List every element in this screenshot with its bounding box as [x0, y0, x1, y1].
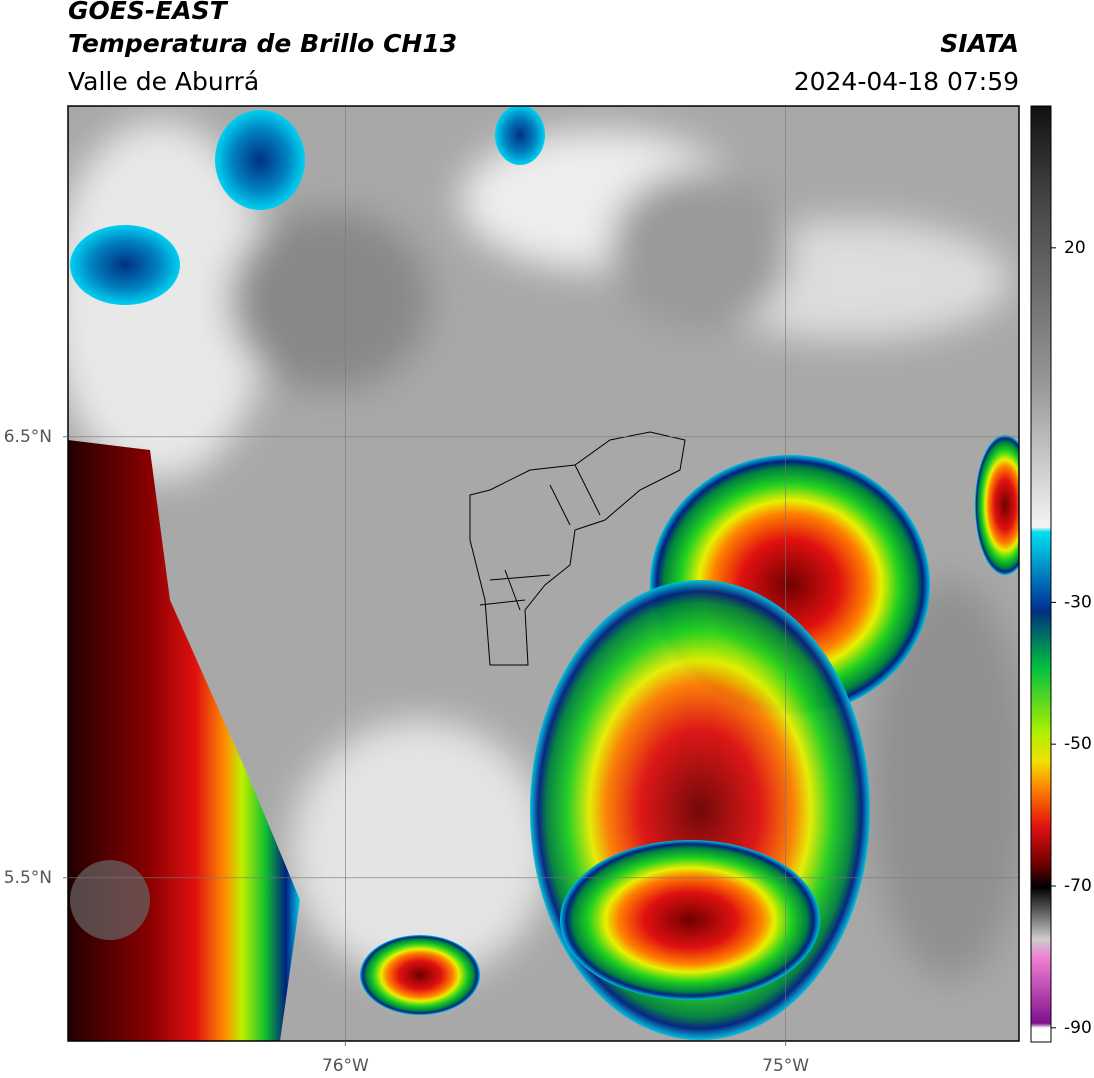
title: GOES-EAST	[68, 0, 229, 25]
subtitle: Temperatura de Brillo CH13	[68, 29, 457, 58]
source: SIATA	[940, 29, 1019, 58]
colorbar-tick-label: -50	[1064, 734, 1092, 754]
region: Valle de Aburrá	[68, 67, 259, 96]
colorbar	[1030, 105, 1052, 1043]
lat-tick-label: 5.5°N	[4, 868, 52, 888]
colorbar-tick-label: -30	[1064, 592, 1092, 612]
map-image	[68, 106, 1019, 1041]
lon-tick-label: 76°W	[322, 1056, 369, 1076]
lat-tick-label: 6.5°N	[4, 427, 52, 447]
map-frame	[67, 105, 1020, 1042]
lon-tick-label: 75°W	[762, 1056, 809, 1076]
datetime: 2024-04-18 07:59	[794, 67, 1019, 96]
colorbar-tick-label: -90	[1064, 1018, 1092, 1038]
colorbar-tick-label: 20	[1064, 238, 1086, 258]
colorbar-tick-label: -70	[1064, 876, 1092, 896]
